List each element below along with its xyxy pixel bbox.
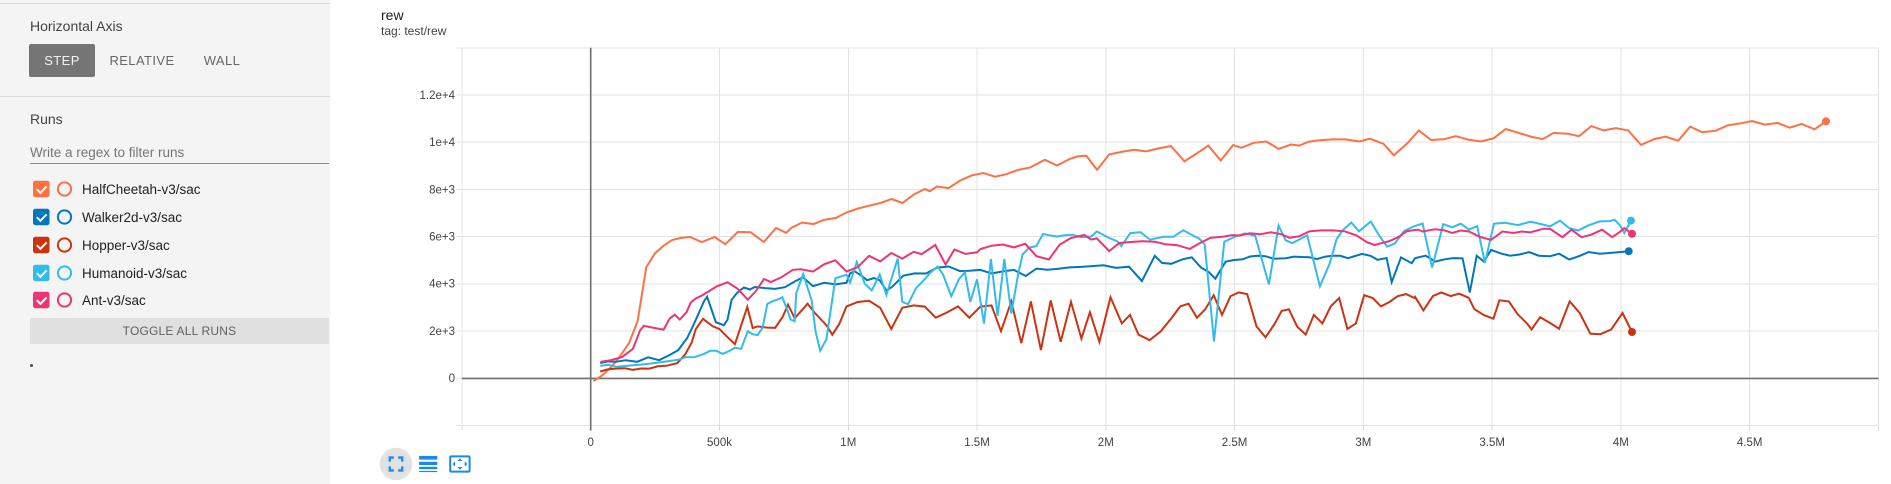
svg-text:4.5M: 4.5M (1737, 437, 1763, 449)
svg-text:2e+3: 2e+3 (429, 326, 455, 338)
svg-text:0: 0 (587, 437, 593, 449)
svg-text:1M: 1M (840, 437, 856, 449)
svg-text:8e+3: 8e+3 (429, 184, 455, 196)
svg-text:3.5M: 3.5M (1479, 437, 1505, 449)
svg-text:1e+4: 1e+4 (429, 137, 456, 149)
svg-text:1.5M: 1.5M (964, 437, 990, 449)
svg-text:2M: 2M (1098, 437, 1114, 449)
svg-text:0: 0 (449, 373, 455, 385)
svg-text:6e+3: 6e+3 (429, 232, 455, 244)
svg-text:3M: 3M (1355, 437, 1371, 449)
svg-text:1.2e+4: 1.2e+4 (420, 90, 456, 102)
svg-text:500k: 500k (707, 437, 732, 449)
svg-text:2.5M: 2.5M (1222, 437, 1248, 449)
svg-text:4M: 4M (1613, 437, 1629, 449)
svg-text:4e+3: 4e+3 (429, 279, 455, 291)
